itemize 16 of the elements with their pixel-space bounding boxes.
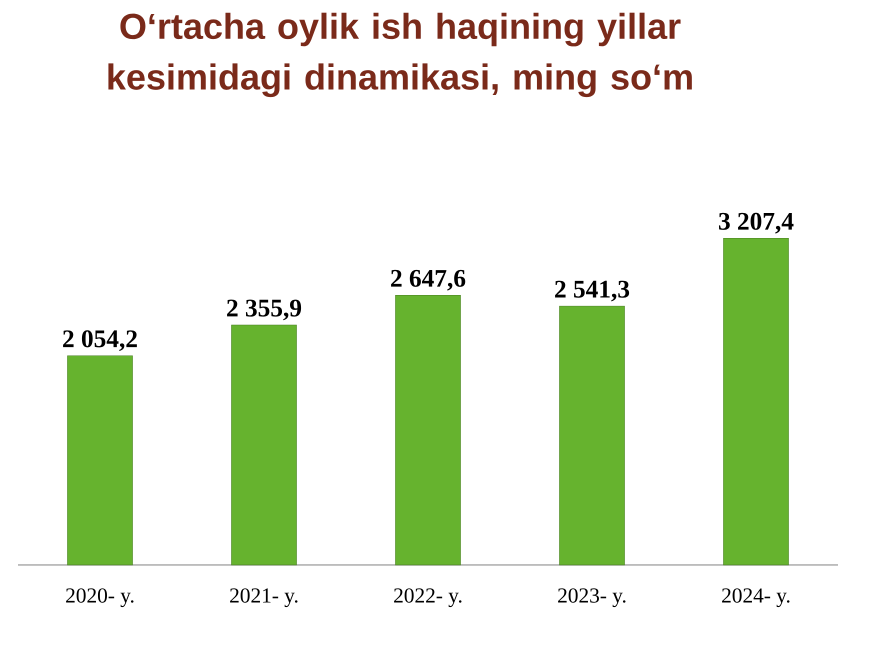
data-label: 2 541,3: [555, 280, 630, 302]
bar: [231, 324, 297, 566]
bar: [67, 355, 133, 566]
bar: [559, 306, 625, 566]
x-tick-label: 2024- y.: [722, 588, 790, 608]
bar: [723, 238, 789, 566]
data-label: 2 054,2: [63, 330, 137, 351]
x-tick-label: 2022- y.: [394, 588, 462, 608]
x-tick-label: 2021- y.: [230, 588, 298, 608]
data-label: 2 647,6: [391, 270, 466, 291]
chart-title: O‘rtacha oylik ish haqining yillar kesimidagi dinamikasi, ming so‘m: [108, 12, 692, 98]
x-tick-label: 2023- y.: [558, 588, 626, 608]
x-tick-label: 2020- y.: [66, 588, 134, 608]
data-label: 2 355,9: [227, 300, 302, 320]
data-label: 3 207,4: [718, 212, 794, 234]
bar: [395, 295, 461, 566]
